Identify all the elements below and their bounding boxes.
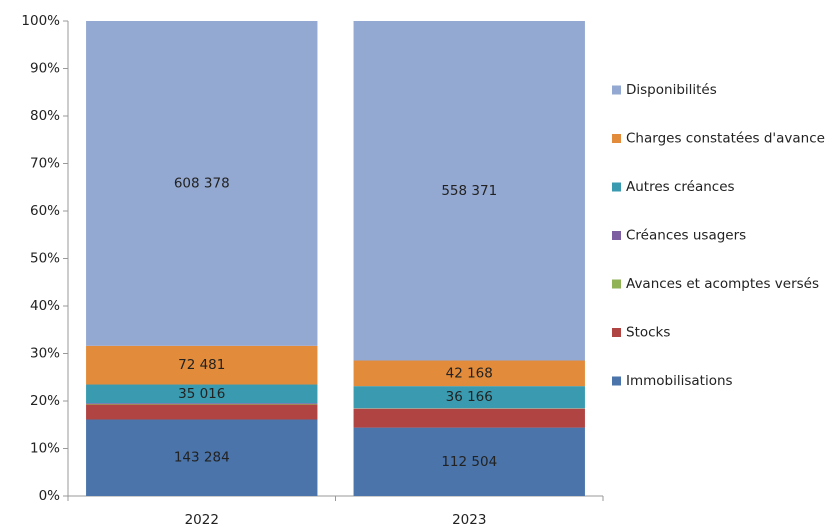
x-tick-label: 2023 <box>452 512 486 528</box>
y-tick-label: 50% <box>30 251 60 267</box>
bar-segment <box>86 404 318 420</box>
y-tick-label: 100% <box>21 13 60 29</box>
data-label: 558 371 <box>441 183 497 199</box>
bar-segment <box>86 404 318 405</box>
bar-segment <box>353 360 585 387</box>
legend-swatch <box>612 231 621 240</box>
legend-swatch <box>612 279 621 289</box>
bar-segment <box>86 419 318 496</box>
x-tick-label: 2022 <box>185 512 219 528</box>
bar-segment <box>86 403 318 405</box>
y-tick-label: 90% <box>30 61 60 77</box>
legend-label: Charges constatées d'avance <box>626 131 825 147</box>
legend-swatch <box>612 85 621 95</box>
bar-segment <box>86 384 318 404</box>
legend-label: Disponibilités <box>626 82 717 98</box>
legend-label: Stocks <box>626 325 670 341</box>
y-tick-label: 30% <box>30 346 60 362</box>
bar-segment <box>353 386 585 409</box>
legend-label: Autres créances <box>626 179 735 195</box>
legend-swatch <box>612 182 621 192</box>
data-label: 35 016 <box>178 386 225 402</box>
legend-label: Immobilisations <box>626 373 733 389</box>
y-tick-label: 0% <box>39 488 61 504</box>
legend-swatch <box>612 376 621 386</box>
y-tick-label: 70% <box>30 156 60 172</box>
y-tick-label: 20% <box>30 393 60 409</box>
data-label: 112 504 <box>441 454 497 470</box>
y-tick-label: 10% <box>30 441 60 457</box>
legend-label: Créances usagers <box>626 228 746 244</box>
data-label: 608 378 <box>174 175 230 191</box>
data-label: 143 284 <box>174 450 230 466</box>
y-tick-label: 80% <box>30 108 60 124</box>
data-label: 72 481 <box>178 357 225 373</box>
legend-swatch <box>612 134 621 143</box>
legend-label: Avances et acomptes versés <box>626 276 819 292</box>
y-tick-label: 40% <box>30 298 60 314</box>
bar-segment <box>353 408 585 428</box>
data-label: 42 168 <box>446 365 493 381</box>
y-tick-label: 60% <box>30 203 60 219</box>
legend-swatch <box>612 328 621 337</box>
bar-segment <box>86 21 318 346</box>
bar-segment <box>353 21 585 361</box>
data-label: 36 166 <box>446 389 493 405</box>
bar-segment <box>86 345 318 385</box>
bar-segment <box>353 427 585 496</box>
